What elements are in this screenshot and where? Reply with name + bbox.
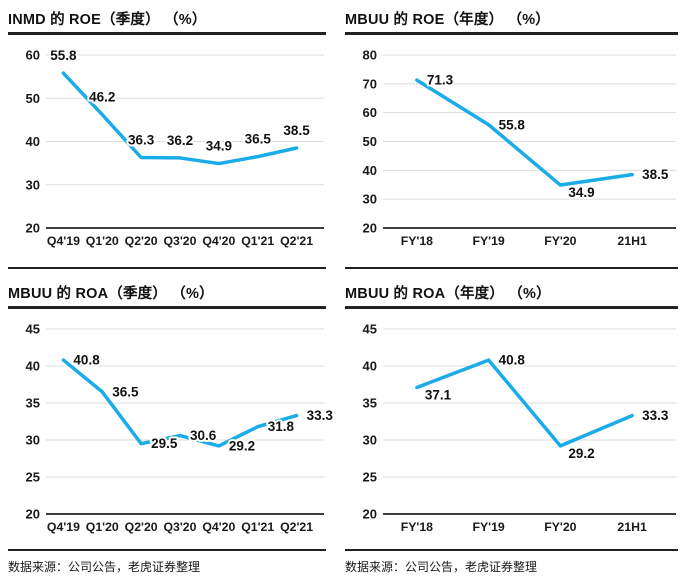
svg-text:FY'19: FY'19 — [472, 520, 504, 534]
svg-text:46.2: 46.2 — [89, 89, 115, 104]
chart-title: MBUU 的 ROA（季度） （%） — [8, 286, 214, 302]
svg-text:36.2: 36.2 — [167, 132, 193, 147]
svg-text:71.3: 71.3 — [427, 72, 454, 87]
svg-text:30: 30 — [363, 191, 377, 206]
svg-text:36.5: 36.5 — [112, 384, 139, 399]
svg-text:45: 45 — [363, 321, 377, 336]
chart-panel-inmd-roe-quarterly: INMD 的 ROE（季度） （%） 60 50 40 30 20 Q4'19 Q1'20 Q… — [8, 8, 326, 269]
svg-text:Q2'21: Q2'21 — [280, 234, 313, 248]
panel-bottom-rule — [8, 548, 326, 551]
chart-title: MBUU 的 ROA（年度） （%） — [345, 286, 551, 302]
left-column: INMD 的 ROE（季度） （%） 60 50 40 30 20 Q4'19 Q1'20 Q… — [8, 8, 336, 575]
svg-text:Q2'21: Q2'21 — [280, 520, 313, 534]
data-source-note: 数据来源：公司公告，老虎证券整理 — [8, 560, 201, 574]
svg-text:Q4'19: Q4'19 — [47, 234, 80, 248]
svg-text:40.8: 40.8 — [499, 352, 526, 367]
svg-text:30.6: 30.6 — [190, 428, 217, 443]
title-rule — [8, 306, 326, 309]
svg-text:40: 40 — [26, 358, 40, 373]
svg-text:Q1'20: Q1'20 — [86, 234, 119, 248]
svg-text:Q4'19: Q4'19 — [47, 520, 80, 534]
svg-text:20: 20 — [363, 506, 377, 521]
svg-text:Q1'21: Q1'21 — [241, 234, 274, 248]
svg-text:35: 35 — [363, 395, 377, 410]
svg-text:34.9: 34.9 — [568, 185, 594, 200]
svg-text:30: 30 — [26, 177, 40, 192]
svg-text:38.5: 38.5 — [642, 167, 669, 182]
chart-panel-mbuu-roa-quarterly: MBUU 的 ROA（季度） （%） 45 40 35 30 25 20 Q4'19 Q1'2… — [8, 282, 336, 551]
svg-text:29.2: 29.2 — [229, 438, 255, 453]
svg-text:36.3: 36.3 — [128, 132, 155, 147]
svg-text:40: 40 — [26, 134, 40, 149]
title-rule — [345, 32, 678, 35]
svg-text:55.8: 55.8 — [499, 117, 526, 132]
svg-text:29.2: 29.2 — [568, 445, 594, 460]
line-chart-mbuu-roa-quarterly: 45 40 35 30 25 20 Q4'19 Q1'20 Q2'20 Q3'20 Q4'20 Q1'… — [26, 321, 336, 534]
svg-text:Q2'20: Q2'20 — [125, 520, 158, 534]
svg-text:60: 60 — [26, 47, 40, 62]
chart-title: MBUU 的 ROE（年度） （%） — [345, 12, 550, 28]
svg-text:60: 60 — [363, 105, 377, 120]
svg-text:40.8: 40.8 — [73, 352, 100, 367]
svg-text:Q4'20: Q4'20 — [202, 234, 235, 248]
chart-panel-mbuu-roa-annual: MBUU 的 ROA（年度） （%） 45 40 35 30 25 20 FY'18 FY'1… — [345, 282, 678, 551]
svg-text:36.5: 36.5 — [245, 131, 272, 146]
charts-grid: INMD 的 ROE（季度） （%） 60 50 40 30 20 Q4'19 Q1'20 Q… — [8, 8, 692, 575]
svg-text:FY'18: FY'18 — [401, 520, 433, 534]
panel-bottom-rule — [345, 266, 678, 269]
svg-text:31.8: 31.8 — [268, 419, 295, 434]
line-chart-inmd-roe-quarterly: 60 50 40 30 20 Q4'19 Q1'20 Q2'20 Q3'20 Q4'20 Q1'21… — [26, 46, 324, 248]
svg-text:50: 50 — [26, 90, 40, 105]
svg-text:FY'20: FY'20 — [544, 520, 576, 534]
svg-text:25: 25 — [26, 469, 40, 484]
svg-text:30: 30 — [363, 432, 377, 447]
svg-text:Q3'20: Q3'20 — [163, 234, 196, 248]
right-column: MBUU 的 ROE（年度） （%） 80 70 60 50 40 30 20 FY'18 FY… — [345, 8, 678, 575]
chart-panel-mbuu-roe-annual: MBUU 的 ROE（年度） （%） 80 70 60 50 40 30 20 FY'18 FY… — [345, 8, 678, 269]
svg-text:Q4'20: Q4'20 — [202, 520, 235, 534]
svg-text:Q1'20: Q1'20 — [86, 520, 119, 534]
svg-text:20: 20 — [26, 220, 40, 235]
svg-text:21H1: 21H1 — [617, 520, 647, 534]
svg-text:33.3: 33.3 — [307, 408, 334, 423]
line-chart-mbuu-roe-annual: 80 70 60 50 40 30 20 FY'18 FY'19 FY'20 21H1 71.3 55.… — [363, 47, 676, 248]
svg-text:70: 70 — [363, 76, 377, 91]
svg-text:38.5: 38.5 — [283, 122, 310, 137]
svg-text:20: 20 — [26, 506, 40, 521]
panel-bottom-rule — [345, 548, 678, 551]
svg-text:35: 35 — [26, 395, 40, 410]
data-source-note: 数据来源：公司公告，老虎证券整理 — [345, 560, 538, 574]
svg-text:21H1: 21H1 — [617, 234, 647, 248]
title-rule — [8, 32, 326, 35]
svg-text:37.1: 37.1 — [425, 387, 452, 402]
svg-text:Q2'20: Q2'20 — [125, 234, 158, 248]
svg-text:80: 80 — [363, 47, 377, 62]
title-rule — [345, 306, 678, 309]
chart-title: INMD 的 ROE（季度） （%） — [8, 12, 207, 28]
svg-text:Q3'20: Q3'20 — [163, 520, 196, 534]
svg-text:55.8: 55.8 — [50, 48, 77, 63]
svg-text:45: 45 — [26, 321, 40, 336]
svg-text:25: 25 — [363, 469, 377, 484]
svg-text:FY'18: FY'18 — [401, 234, 433, 248]
panel-bottom-rule — [8, 266, 326, 269]
svg-text:40: 40 — [363, 358, 377, 373]
svg-text:34.9: 34.9 — [206, 138, 232, 153]
svg-text:Q1'21: Q1'21 — [241, 520, 274, 534]
svg-text:FY'19: FY'19 — [472, 234, 504, 248]
svg-text:30: 30 — [26, 432, 40, 447]
svg-text:40: 40 — [363, 162, 377, 177]
svg-text:33.3: 33.3 — [642, 408, 669, 423]
svg-text:20: 20 — [363, 220, 377, 235]
svg-text:29.5: 29.5 — [151, 436, 178, 451]
svg-text:50: 50 — [363, 134, 377, 149]
line-chart-mbuu-roa-annual: 45 40 35 30 25 20 FY'18 FY'19 FY'20 21H1 37.1 40.8 2… — [363, 321, 676, 534]
svg-text:FY'20: FY'20 — [544, 234, 576, 248]
